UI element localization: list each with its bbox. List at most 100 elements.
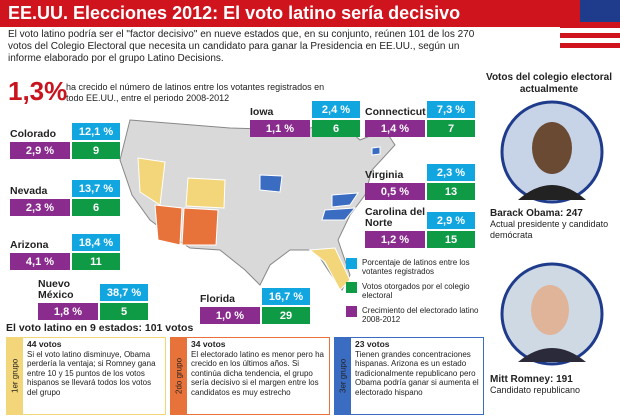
group-votes: 34 votos — [191, 339, 226, 349]
group-box: 1er grupo 44 votos Si el voto latino dismi… — [6, 337, 166, 415]
group-label: 2do grupo — [171, 338, 187, 414]
group-body: 23 votos Tienen grandes concentraciones h… — [351, 338, 483, 414]
latino-growth: 2,3 % — [10, 199, 70, 216]
state-row: 1,0 % 29 — [200, 307, 312, 324]
iowa-shape — [259, 174, 283, 193]
state-name: Arizona — [10, 239, 49, 251]
flag-blue — [580, 0, 620, 22]
connecticut-shape — [371, 146, 381, 156]
electoral-votes: 13 — [427, 183, 475, 200]
latino-growth: 1,2 % — [365, 231, 425, 248]
state-block: Nuevo México 38,7 % 1,8 % 5 — [38, 278, 150, 322]
legend-label: Porcentaje de latinos entre los votantes… — [362, 258, 470, 276]
latino-growth: 4,1 % — [10, 253, 70, 270]
legend-item: Votos otorgados por el colegio electoral — [346, 282, 486, 300]
state-block: Colorado 12,1 % 2,9 % 9 — [10, 123, 122, 161]
group-label: 1er grupo — [7, 338, 23, 414]
arizona-shape — [154, 204, 183, 246]
state-name: Iowa — [250, 106, 274, 118]
candidate-description: Candidato republicano — [490, 385, 581, 395]
highlight-value: 1,3% — [8, 76, 68, 106]
state-row: Carolina del Norte 2,9 % — [365, 206, 477, 229]
state-row: 1,8 % 5 — [38, 303, 150, 320]
state-block: Iowa 2,4 % 1,1 % 6 — [250, 101, 362, 139]
latino-share: 7,3 % — [427, 101, 475, 118]
latino-growth: 1,4 % — [365, 120, 425, 137]
florida-shape — [308, 247, 351, 291]
latino-share: 38,7 % — [100, 284, 148, 301]
state-row: 1,1 % 6 — [250, 120, 362, 137]
intro-text: El voto latino podría ser el "factor dec… — [8, 29, 475, 64]
face — [532, 122, 572, 174]
title: EE.UU. Elecciones 2012: El voto latino s… — [0, 0, 620, 27]
group-text: El electorado latino es menor pero ha cr… — [191, 349, 324, 397]
electoral-votes: 6 — [312, 120, 360, 137]
latino-growth: 1,8 % — [38, 303, 98, 320]
state-row: Iowa 2,4 % — [250, 101, 362, 118]
latino-share: 2,3 % — [427, 164, 475, 181]
legend: Porcentaje de latinos entre los votantes… — [346, 258, 486, 330]
latino-growth: 1,1 % — [250, 120, 310, 137]
latino-share: 16,7 % — [262, 288, 310, 305]
legend-swatch — [346, 306, 357, 317]
group-label: 3er grupo — [335, 338, 351, 414]
legend-swatch — [346, 258, 357, 269]
candidate: Mitt Romney: 191 Candidato republicano — [490, 374, 618, 396]
state-block: Florida 16,7 % 1,0 % 29 — [200, 288, 312, 326]
state-block: Connecticut 7,3 % 1,4 % 7 — [365, 101, 477, 139]
state-name: Colorado — [10, 128, 57, 140]
electoral-votes: 5 — [100, 303, 148, 320]
flag-stripe — [560, 28, 620, 33]
state-row: 0,5 % 13 — [365, 183, 477, 200]
state-name: Nevada — [10, 185, 48, 197]
state-name: Virginia — [365, 169, 404, 181]
state-row: Nevada 13,7 % — [10, 180, 122, 197]
group-box: 2do grupo 34 votos El electorado latino es… — [170, 337, 330, 415]
electoral-votes: 29 — [262, 307, 310, 324]
state-row: Florida 16,7 % — [200, 288, 312, 305]
state-row: 2,3 % 6 — [10, 199, 122, 216]
electoral-votes: 11 — [72, 253, 120, 270]
suit — [518, 348, 586, 362]
state-block: Nevada 13,7 % 2,3 % 6 — [10, 180, 122, 218]
virginia-shape — [331, 192, 359, 208]
legend-item: Crecimiento del electorado latino 2008-2… — [346, 306, 486, 324]
group-body: 34 votos El electorado latino es menor pe… — [187, 338, 329, 414]
new-mexico-shape — [181, 207, 219, 246]
candidate-description: Actual presidente y candidato demócrata — [490, 219, 609, 240]
legend-item: Porcentaje de latinos entre los votantes… — [346, 258, 486, 276]
nevada-shape — [137, 157, 166, 206]
state-row: 1,4 % 7 — [365, 120, 477, 137]
candidates-title: Votos del colegio electoral actualmente — [486, 72, 612, 95]
group-text: Si el voto latino disminuye, Obama perde… — [27, 349, 156, 397]
state-row: Colorado 12,1 % — [10, 123, 122, 140]
groups-title: El voto latino en 9 estados: 101 votos — [6, 322, 194, 334]
state-name: Florida — [200, 293, 236, 305]
state-row: 2,9 % 9 — [10, 142, 122, 159]
legend-label: Votos otorgados por el colegio electoral — [362, 282, 470, 300]
group-body: 44 votos Si el voto latino disminuye, Oba… — [23, 338, 165, 414]
obama-photo — [500, 100, 604, 204]
group-votes: 23 votos — [355, 339, 390, 349]
state-name: Nuevo México — [38, 278, 74, 301]
latino-growth: 1,0 % — [200, 307, 260, 324]
state-row: Connecticut 7,3 % — [365, 101, 477, 118]
carolina-shape — [321, 207, 357, 221]
state-row: 1,2 % 15 — [365, 231, 477, 248]
us-map — [119, 119, 396, 291]
flag-decoration — [560, 0, 620, 48]
state-row: Nuevo México 38,7 % — [38, 278, 150, 301]
state-block: Arizona 18,4 % 4,1 % 11 — [10, 234, 122, 272]
candidate-name: Mitt Romney: 191 — [490, 374, 573, 385]
group-text: Tienen grandes concentraciones hispanas.… — [355, 349, 479, 397]
suit — [518, 185, 586, 200]
legend-label: Crecimiento del electorado latino 2008-2… — [362, 306, 479, 324]
state-block: Virginia 2,3 % 0,5 % 13 — [365, 164, 477, 202]
state-row: Virginia 2,3 % — [365, 164, 477, 181]
state-name: Connecticut — [365, 106, 426, 118]
state-row: Arizona 18,4 % — [10, 234, 122, 251]
state-block: Carolina del Norte 2,9 % 1,2 % 15 — [365, 206, 477, 250]
state-name: Carolina del Norte — [365, 206, 426, 229]
